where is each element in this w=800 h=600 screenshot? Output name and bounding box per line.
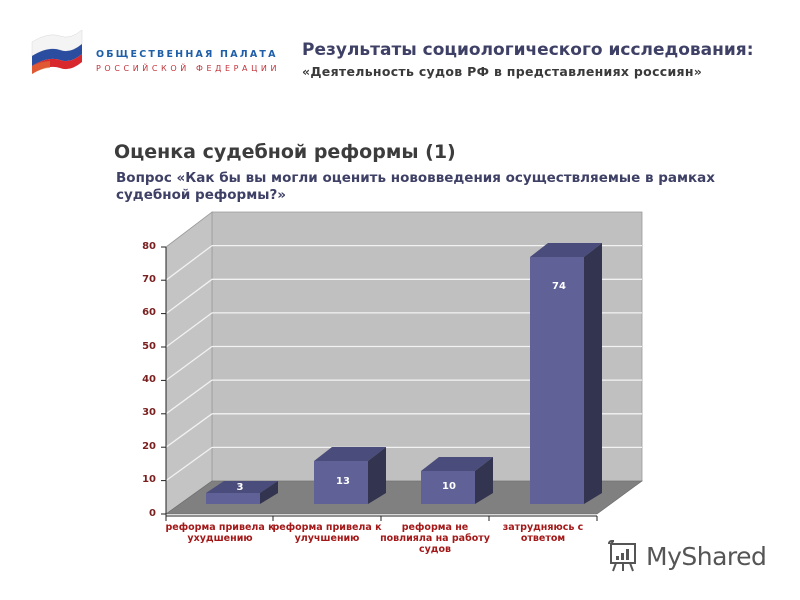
y-tick-label: 40 <box>142 374 156 385</box>
x-axis <box>165 515 598 521</box>
logo-subtitle: РОССИЙСКОЙ ФЕДЕРАЦИИ <box>96 64 281 73</box>
y-tick-label: 70 <box>142 274 156 285</box>
x-category-label: реформа привела к ухудшению <box>165 522 275 544</box>
x-category-label: реформа не повлияла на работу судов <box>380 522 490 555</box>
slide-title: Оценка судебной реформы (1) <box>114 141 456 163</box>
header-title: Результаты социологического исследования… <box>302 40 754 60</box>
watermark: MyShared <box>606 536 767 576</box>
russian-flag-icon <box>31 29 83 74</box>
x-category-label: затрудняюсь с ответом <box>502 522 584 544</box>
bar-value-label: 10 <box>442 481 456 492</box>
bar-value-label: 74 <box>552 281 566 292</box>
y-tick-label: 30 <box>142 407 156 418</box>
bar-worsened <box>206 481 278 504</box>
y-tick-label: 80 <box>142 241 156 252</box>
header-subtitle: «Деятельность судов РФ в представлениях … <box>302 64 703 79</box>
chart-floor <box>165 480 643 515</box>
x-category-label: реформа привела к улучшению <box>272 522 382 544</box>
presentation-board-icon <box>608 540 636 572</box>
y-tick-label: 50 <box>142 341 156 352</box>
y-tick-label: 60 <box>142 307 156 318</box>
bar-no-effect <box>421 457 493 504</box>
watermark-text: MyShared <box>646 541 767 571</box>
logo-title: ОБЩЕСТВЕННАЯ ПАЛАТА <box>96 49 278 60</box>
y-tick-label: 10 <box>142 474 156 485</box>
survey-question: Вопрос «Как бы вы могли оценить нововвед… <box>116 170 715 203</box>
bar-value-label: 3 <box>236 482 244 493</box>
logo: ОБЩЕСТВЕННАЯ ПАЛАТА РОССИЙСКОЙ ФЕДЕРАЦИИ <box>28 28 278 78</box>
y-tick-label: 0 <box>149 508 156 519</box>
bar-value-label: 13 <box>336 476 350 487</box>
bar-undecided <box>530 243 602 504</box>
y-axis <box>161 246 167 516</box>
y-tick-label: 20 <box>142 441 156 452</box>
bar-improved <box>314 447 386 504</box>
